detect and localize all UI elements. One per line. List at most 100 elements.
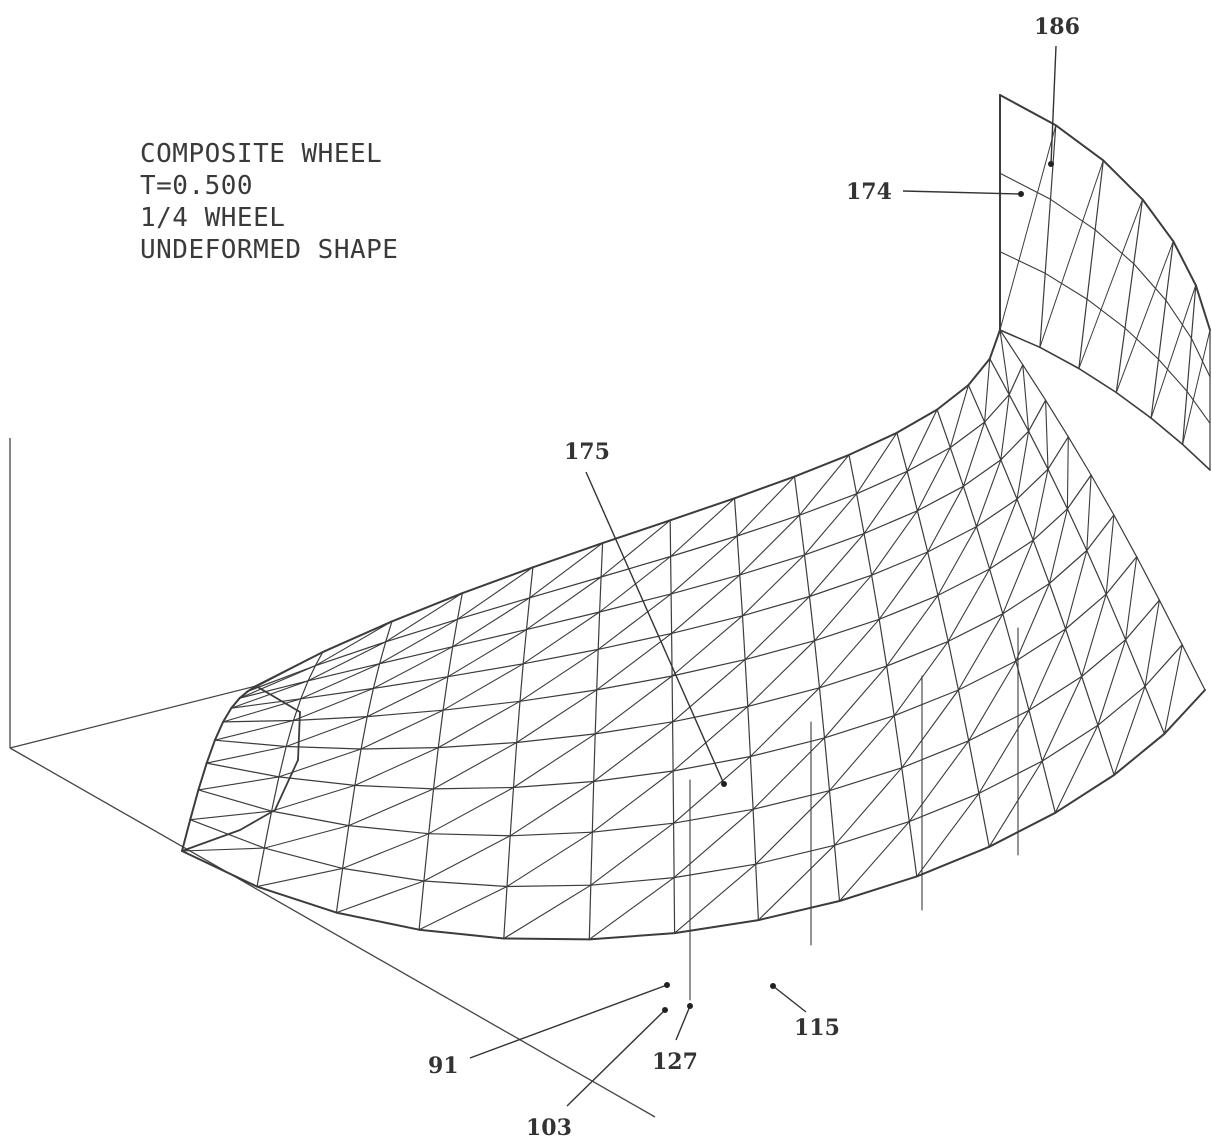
mesh-edge [1102, 159, 1144, 201]
mesh-edge [1090, 474, 1115, 516]
mesh-edge [893, 640, 949, 717]
mesh-edge [1163, 644, 1183, 735]
title-line-3: 1/4 WHEEL [140, 203, 286, 233]
mesh-edge [594, 721, 674, 735]
mesh-edge [385, 620, 393, 643]
mesh-edge [1008, 364, 1024, 396]
mesh-edge [1144, 685, 1166, 735]
mesh-edge [278, 745, 287, 778]
mesh-edge [813, 640, 821, 689]
mesh-edge [428, 833, 511, 837]
mesh-edge [906, 470, 919, 512]
mesh-edge [321, 620, 393, 654]
mesh-edge [598, 576, 602, 613]
mesh-edge [271, 776, 280, 812]
mesh-edge [828, 767, 903, 792]
mesh-edge [893, 689, 960, 717]
mesh-edge [736, 476, 796, 537]
mesh-edge [999, 251, 1046, 274]
mesh-edge [749, 737, 826, 758]
mesh-edge [256, 847, 265, 888]
mesh-edge [335, 880, 425, 914]
mesh-edge [673, 863, 757, 879]
mesh-edge [502, 937, 591, 941]
mesh-edge [205, 739, 216, 765]
mesh-edge [856, 432, 898, 495]
node-dot-91 [664, 982, 670, 988]
mesh-edge [1165, 299, 1192, 339]
mesh-edge [342, 833, 430, 869]
mesh-edge [671, 574, 741, 634]
mesh-edge [1181, 443, 1211, 471]
mesh-edge [848, 431, 898, 456]
mesh-edge [808, 595, 816, 642]
mesh-edge [181, 829, 241, 852]
mesh-edge [1186, 390, 1211, 424]
mesh-edge [1039, 346, 1080, 370]
mesh-edge [798, 514, 806, 556]
mesh-edge [590, 876, 675, 886]
node-label-91: 91 [428, 1053, 459, 1079]
mesh-edge [803, 493, 858, 556]
mesh-edge [673, 755, 751, 824]
mesh-edge [1016, 430, 1030, 500]
leader-115 [772, 985, 807, 1013]
node-label-186: 186 [1034, 14, 1080, 40]
mesh-edge [206, 745, 287, 764]
mesh-edge [597, 632, 673, 651]
mesh-edge [601, 519, 672, 545]
mesh-edge [878, 618, 888, 667]
mesh-edge [423, 880, 508, 888]
mesh-edge [529, 576, 602, 599]
mesh-edge [300, 687, 374, 700]
mesh-edge [379, 618, 459, 665]
mesh-edge [984, 358, 991, 423]
mesh-edge [591, 770, 674, 833]
mesh-edge [673, 919, 760, 935]
mesh-edge [447, 663, 524, 678]
mesh-edge [418, 928, 505, 940]
mesh-edge [747, 640, 816, 707]
mesh-edge [285, 745, 362, 750]
mesh-edge [1049, 198, 1096, 231]
node-label-175: 175 [564, 439, 610, 465]
mesh-edge [1181, 644, 1206, 691]
mesh-edge [1064, 593, 1107, 630]
mesh-edge [673, 808, 754, 879]
mesh-edge [988, 539, 1034, 570]
mesh-edge [314, 641, 387, 667]
mesh-edge [1105, 514, 1115, 595]
mesh-edge [1115, 391, 1152, 419]
mesh-edge [519, 663, 524, 702]
mesh-edge [1144, 599, 1160, 687]
mesh-edge [292, 687, 374, 722]
mesh-edge [263, 847, 344, 870]
mesh-edge [509, 831, 593, 837]
mesh-edge [671, 721, 674, 772]
mesh-edge [1015, 628, 1067, 662]
mesh-edge [214, 719, 295, 741]
mesh-edge [372, 676, 449, 690]
mesh-edge [833, 844, 841, 902]
mesh-edge [1039, 124, 1057, 348]
mesh-edge [999, 329, 1024, 366]
mesh-edge [596, 648, 599, 691]
node-dot-174 [1018, 191, 1024, 197]
mesh-edge [461, 566, 534, 595]
mesh-edge [256, 867, 344, 888]
mesh-edge [823, 715, 895, 739]
mesh-edge [978, 709, 1030, 794]
mesh-edge [516, 700, 521, 744]
mesh-edge [423, 835, 511, 882]
mesh-edge [1039, 159, 1104, 348]
mesh-edge [916, 447, 951, 512]
mesh-edge [1078, 367, 1118, 394]
mesh-edge [1150, 240, 1174, 419]
mesh-edge [936, 384, 970, 411]
leader-127 [675, 1005, 691, 1041]
mesh-edge [1054, 774, 1116, 814]
mesh-edge [456, 566, 534, 620]
mesh-edge [1048, 508, 1068, 585]
mesh-edge [1066, 508, 1088, 552]
mesh-edge [886, 640, 949, 667]
